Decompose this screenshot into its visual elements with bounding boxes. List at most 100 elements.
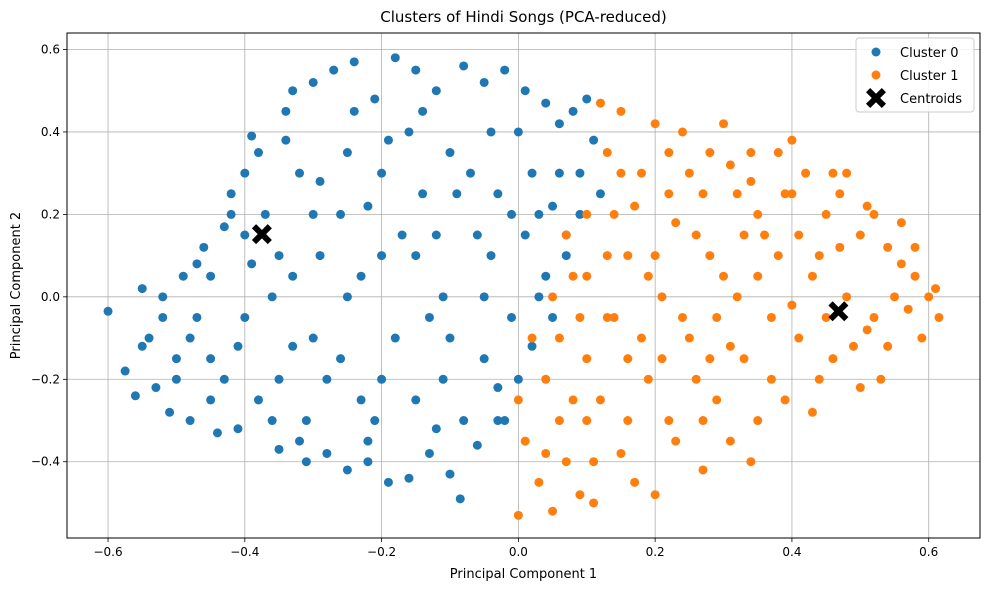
cluster-0-point [513,374,523,384]
cluster-0-point [274,374,284,384]
cluster-0-point [308,77,318,87]
cluster-0-point [342,465,352,475]
cluster-0-point [377,374,387,384]
cluster-1-point [527,333,537,343]
cluster-1-point [862,325,872,335]
cluster-0-point [575,209,585,219]
legend-box [855,37,975,113]
cluster-0-point [445,469,455,479]
cluster-0-point [240,230,250,240]
cluster-0-point [445,333,455,343]
cluster-0-point [534,209,544,219]
cluster-1-point [534,477,544,487]
cluster-0-point [472,230,482,240]
cluster-0-point [192,259,202,269]
cluster-0-point [418,106,428,116]
cluster-0-point [370,416,380,426]
cluster-0-point [336,354,346,364]
cluster-0-point [370,94,380,104]
x-tick-label: −0.2 [367,545,396,559]
cluster-0-point [363,436,373,446]
cluster-1-point [636,168,646,178]
cluster-1-point [746,457,756,467]
cluster-1-point [650,490,660,500]
cluster-0-point [452,189,462,199]
cluster-1-point [814,251,824,261]
cluster-0-point [507,209,517,219]
cluster-1-point [903,304,913,314]
cluster-1-point [835,189,845,199]
cluster-1-point [896,259,906,269]
cluster-1-point [787,189,797,199]
cluster-1-point [828,168,838,178]
data-points [103,53,944,520]
cluster-1-point [561,457,571,467]
cluster-0-point [438,292,448,302]
cluster-0-point [411,65,421,75]
cluster-0-point [281,135,291,145]
cluster-0-point [288,341,298,351]
cluster-0-point [315,251,325,261]
cluster-1-point [548,506,558,516]
cluster-1-point [766,374,776,384]
cluster-1-point [602,148,612,158]
cluster-0-point [342,148,352,158]
cluster-0-point [295,436,305,446]
cluster-1-point [513,395,523,405]
cluster-1-point [616,448,626,458]
cluster-0-point [493,416,503,426]
cluster-1-point [828,354,838,364]
y-tick-label: 0.0 [41,290,60,304]
cluster-1-point [869,312,879,322]
cluster-0-point [288,86,298,96]
chart-title: Clusters of Hindi Songs (PCA-reduced) [380,8,666,26]
cluster-1-point [869,209,879,219]
cluster-0-point [390,53,400,63]
cluster-1-point [691,230,701,240]
cluster-1-point [602,312,612,322]
x-tick-label: −0.4 [230,545,259,559]
cluster-1-point [623,251,633,261]
cluster-0-point [185,333,195,343]
cluster-0-point [554,119,564,129]
cluster-1-point [705,148,715,158]
cluster-1-point [855,230,865,240]
legend-centroid-marker [866,88,886,108]
cluster-0-point [459,416,469,426]
legend-label: Centroids [900,92,962,107]
cluster-1-point [883,242,893,252]
cluster-0-point [247,131,257,141]
cluster-1-point [787,300,797,310]
cluster-1-point [582,354,592,364]
cluster-1-point [650,119,660,129]
cluster-0-point [411,395,421,405]
legend-marker [871,47,881,57]
cluster-1-point [746,176,756,186]
cluster-0-point [527,341,537,351]
cluster-1-point [589,457,599,467]
cluster-0-point [554,168,564,178]
cluster-1-point [595,98,605,108]
cluster-0-point [308,209,318,219]
cluster-0-point [171,374,181,384]
centroid-marker [251,224,272,245]
cluster-0-point [137,341,147,351]
cluster-1-point [773,148,783,158]
cluster-0-point [520,230,530,240]
x-tick-label: 0.6 [919,545,938,559]
cluster-1-point [657,292,667,302]
cluster-0-point [349,57,359,67]
cluster-1-point [589,498,599,508]
cluster-1-point [520,436,530,446]
cluster-0-point [424,448,434,458]
cluster-0-point [493,383,503,393]
cluster-0-point [130,391,140,401]
cluster-0-point [404,473,414,483]
x-axis-label: Principal Component 1 [450,567,597,582]
legend: Cluster 0 Cluster 1 Centroids [855,37,975,113]
cluster-1-point [725,160,735,170]
cluster-1-point [760,230,770,240]
y-tick-label: −0.4 [31,455,60,469]
cluster-1-point [698,189,708,199]
cluster-1-point [582,209,592,219]
